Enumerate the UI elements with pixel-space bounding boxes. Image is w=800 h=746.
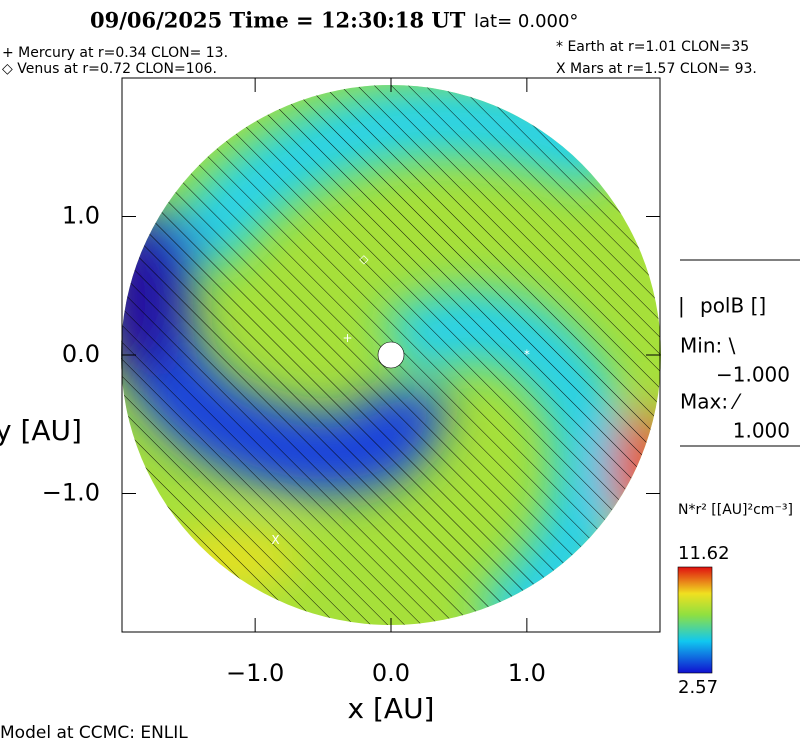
annotation: + Mercury at r=0.34 CLON= 13. [2, 45, 228, 61]
x-tick-label: −1.0 [226, 659, 284, 687]
footer: Model at CCMC: ENLIL [0, 723, 188, 743]
x-tick-label: 0.0 [372, 659, 410, 687]
title: 09/06/2025 Time = 12:30:18 UT [90, 8, 466, 33]
y-tick-label: 0.0 [62, 340, 100, 368]
y-tick-label: 1.0 [62, 202, 100, 230]
polarity-min: −1.000 [716, 363, 790, 387]
y-tick-label: −1.0 [42, 479, 100, 507]
x-tick-label: 1.0 [508, 659, 546, 687]
polarity-min-label: Min: \ [680, 334, 736, 358]
colorbar-min: 2.57 [678, 677, 718, 698]
colorbar-label: N*r² [[AU]²cm⁻³] [678, 502, 793, 518]
subtitle: lat= 0.000° [474, 11, 578, 32]
legend-pipe: | [678, 294, 685, 318]
annotation: * Earth at r=1.01 CLON=35 [556, 39, 749, 55]
planet-marker: + [342, 331, 352, 345]
planet-marker: X [271, 533, 279, 547]
polarity-max: 1.000 [733, 419, 790, 443]
annotation: X Mars at r=1.57 CLON= 93. [556, 61, 757, 77]
polarity-title: polB [] [700, 294, 766, 318]
x-axis-label: x [AU] [348, 692, 435, 725]
colorbar [677, 566, 713, 674]
y-axis-label: y [AU] [0, 414, 82, 447]
planet-marker: * [524, 348, 530, 362]
colorbar-max: 11.62 [678, 543, 730, 564]
polarity-max-label: Max: ⁄ [680, 390, 741, 414]
annotation: ◇ Venus at r=0.72 CLON=106. [2, 61, 217, 77]
density-field [121, 85, 661, 625]
planet-marker: ◇ [359, 252, 369, 266]
